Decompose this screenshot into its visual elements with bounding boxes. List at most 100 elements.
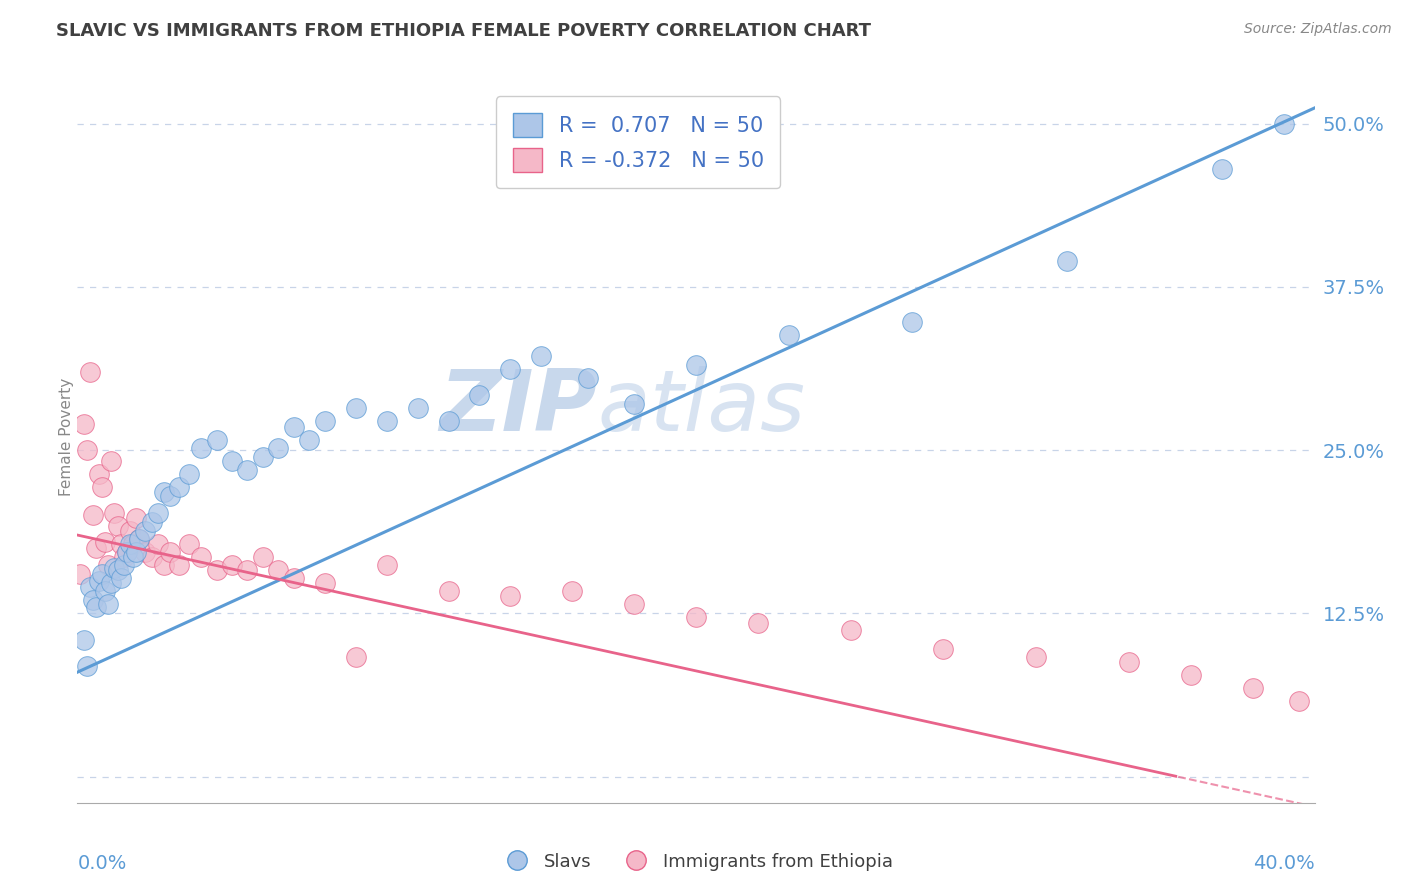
Point	[1288, 694, 1310, 708]
Point	[283, 571, 305, 585]
Point	[107, 563, 129, 577]
Point	[530, 349, 553, 363]
Point	[110, 537, 132, 551]
Point	[375, 414, 398, 428]
Point	[146, 537, 169, 551]
Point	[169, 480, 191, 494]
Point	[84, 599, 107, 614]
Point	[94, 534, 117, 549]
Point	[159, 545, 181, 559]
Point	[468, 388, 491, 402]
Point	[82, 508, 104, 523]
Point	[190, 550, 212, 565]
Point	[141, 515, 163, 529]
Point	[267, 563, 290, 577]
Point	[97, 558, 120, 573]
Point	[72, 632, 94, 647]
Point	[1180, 667, 1202, 681]
Point	[1025, 649, 1047, 664]
Point	[79, 365, 101, 379]
Point	[153, 485, 176, 500]
Point	[298, 433, 321, 447]
Point	[190, 441, 212, 455]
Point	[576, 371, 599, 385]
Point	[79, 580, 101, 594]
Point	[103, 506, 125, 520]
Point	[112, 550, 135, 565]
Point	[125, 545, 148, 559]
Point	[1272, 117, 1295, 131]
Legend: Slavs, Immigrants from Ethiopia: Slavs, Immigrants from Ethiopia	[491, 846, 901, 878]
Text: 0.0%: 0.0%	[77, 854, 127, 873]
Point	[406, 401, 429, 416]
Point	[205, 433, 228, 447]
Point	[252, 550, 274, 565]
Point	[118, 524, 141, 538]
Point	[236, 563, 259, 577]
Point	[134, 524, 156, 538]
Point	[205, 563, 228, 577]
Point	[134, 545, 156, 559]
Point	[87, 467, 110, 481]
Point	[623, 597, 645, 611]
Point	[84, 541, 107, 555]
Point	[283, 419, 305, 434]
Point	[122, 550, 145, 565]
Point	[437, 414, 460, 428]
Point	[267, 441, 290, 455]
Point	[252, 450, 274, 464]
Point	[115, 545, 138, 559]
Point	[839, 624, 862, 638]
Point	[122, 537, 145, 551]
Point	[499, 590, 522, 604]
Point	[97, 597, 120, 611]
Point	[344, 401, 367, 416]
Y-axis label: Female Poverty: Female Poverty	[59, 378, 73, 496]
Point	[112, 558, 135, 573]
Point	[76, 443, 98, 458]
Point	[177, 537, 200, 551]
Point	[115, 545, 138, 559]
Point	[169, 558, 191, 573]
Point	[94, 584, 117, 599]
Text: Source: ZipAtlas.com: Source: ZipAtlas.com	[1244, 22, 1392, 37]
Point	[128, 532, 150, 546]
Point	[778, 328, 800, 343]
Text: atlas: atlas	[598, 367, 806, 450]
Point	[76, 658, 98, 673]
Point	[146, 506, 169, 520]
Point	[375, 558, 398, 573]
Point	[314, 576, 336, 591]
Point	[344, 649, 367, 664]
Point	[128, 532, 150, 546]
Point	[623, 397, 645, 411]
Text: SLAVIC VS IMMIGRANTS FROM ETHIOPIA FEMALE POVERTY CORRELATION CHART: SLAVIC VS IMMIGRANTS FROM ETHIOPIA FEMAL…	[56, 22, 872, 40]
Point	[685, 358, 707, 372]
Text: 40.0%: 40.0%	[1253, 854, 1315, 873]
Point	[499, 362, 522, 376]
Point	[87, 574, 110, 588]
Point	[91, 480, 114, 494]
Point	[747, 615, 769, 630]
Point	[932, 641, 955, 656]
Point	[1241, 681, 1264, 695]
Point	[118, 537, 141, 551]
Point	[221, 453, 243, 467]
Point	[103, 560, 125, 574]
Point	[221, 558, 243, 573]
Point	[141, 550, 163, 565]
Point	[100, 453, 122, 467]
Point	[100, 576, 122, 591]
Point	[1056, 253, 1078, 268]
Point	[437, 584, 460, 599]
Point	[69, 567, 91, 582]
Point	[91, 567, 114, 582]
Point	[82, 593, 104, 607]
Point	[107, 519, 129, 533]
Point	[901, 315, 924, 329]
Text: ZIP: ZIP	[439, 367, 598, 450]
Point	[159, 489, 181, 503]
Point	[314, 414, 336, 428]
Point	[1211, 162, 1233, 177]
Point	[1118, 655, 1140, 669]
